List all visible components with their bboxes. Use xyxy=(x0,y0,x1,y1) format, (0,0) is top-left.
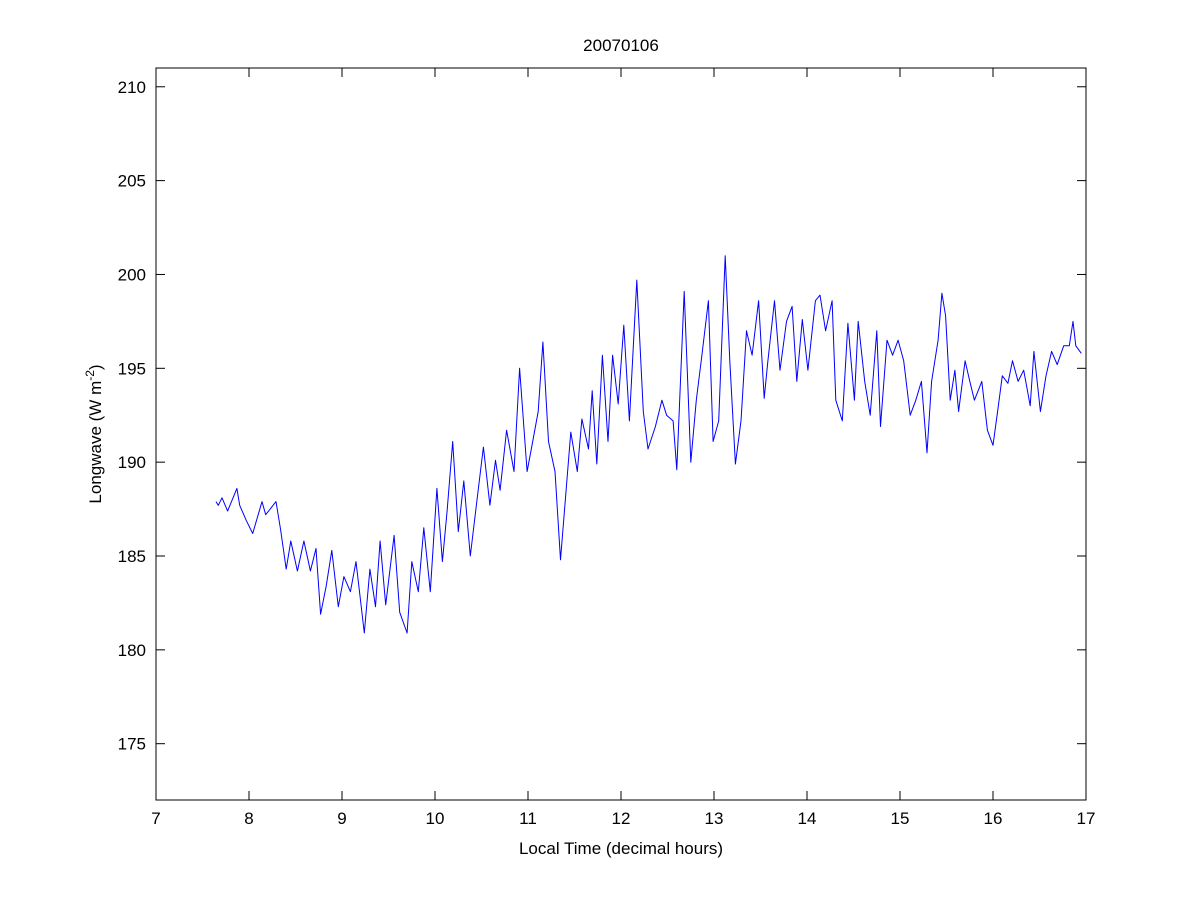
x-tick-label: 14 xyxy=(798,809,817,828)
y-tick-label: 200 xyxy=(118,265,146,284)
x-tick-label: 7 xyxy=(151,809,160,828)
x-tick-label: 15 xyxy=(891,809,910,828)
y-axis-label-superscript: -2 xyxy=(83,370,97,381)
y-tick-label: 185 xyxy=(118,547,146,566)
plot-area xyxy=(156,68,1086,800)
y-tick-label: 175 xyxy=(118,735,146,754)
series-group xyxy=(215,255,1082,634)
y-tick-label: 190 xyxy=(118,453,146,472)
x-axis-label: Local Time (decimal hours) xyxy=(519,839,723,858)
y-axis-label-main: Longwave (W m xyxy=(86,381,105,504)
y-tick-label: 210 xyxy=(118,78,146,97)
axes-box xyxy=(155,67,1087,801)
x-tick-label: 16 xyxy=(984,809,1003,828)
chart-title: 20070106 xyxy=(583,36,659,55)
x-tick-label: 12 xyxy=(612,809,631,828)
x-tick-label: 8 xyxy=(244,809,253,828)
y-tick-label: 205 xyxy=(118,172,146,191)
y-axis-label-end: ) xyxy=(86,364,105,370)
series-line xyxy=(215,255,1082,634)
axis-ticks: 7 8 9 10 11 12 13 14 15 16 17 175 180 185 190 195 200 205… xyxy=(118,68,1096,828)
x-tick-label: 13 xyxy=(705,809,724,828)
y-tick-label: 195 xyxy=(118,359,146,378)
x-tick-label: 17 xyxy=(1077,809,1096,828)
x-tick-label: 10 xyxy=(426,809,445,828)
x-tick-label: 11 xyxy=(519,809,537,828)
x-tick-label: 9 xyxy=(337,809,346,828)
y-axis-label: Longwave (W m-2) xyxy=(83,364,105,503)
y-tick-label: 180 xyxy=(118,641,146,660)
